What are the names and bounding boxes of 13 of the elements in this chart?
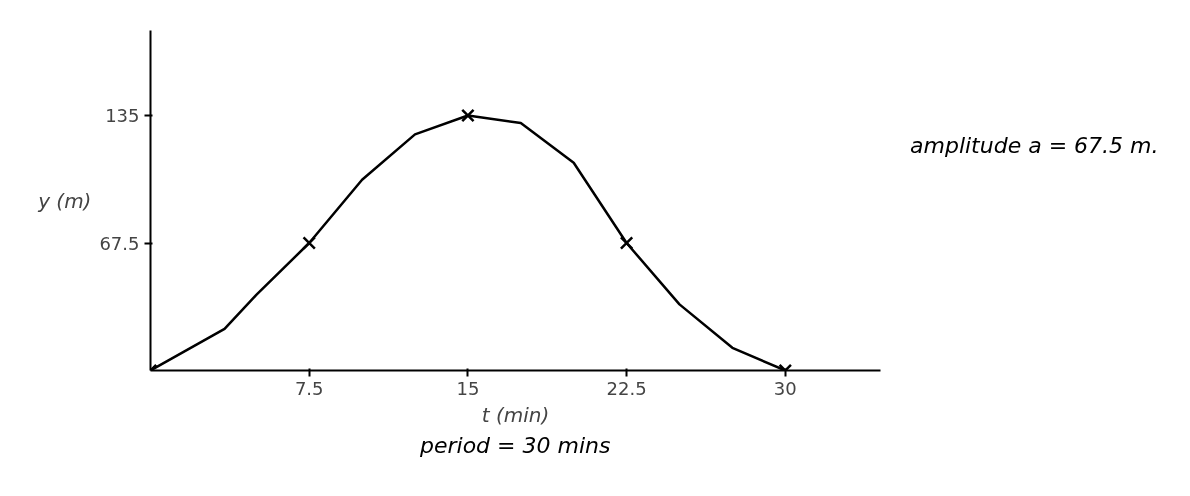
point (460, 108, 475, 123)
point (302, 236, 317, 250)
text: amplitude a = 67.5 m. (910, 132, 1159, 160)
y-tick-label: 135 (105, 105, 140, 126)
x-tick-label: 15 (456, 377, 480, 399)
x-tick-label: 22.5 (606, 377, 647, 399)
x-tick-label: 7.5 (294, 377, 324, 399)
y-axis-title: y (m) (37, 188, 92, 213)
x-tick-label: 30 (773, 377, 797, 399)
x-axis-title: t (min) (481, 402, 550, 427)
text: period = 30 mins (420, 432, 611, 460)
point (619, 236, 634, 250)
y-tick-label: 67.5 (99, 232, 140, 254)
